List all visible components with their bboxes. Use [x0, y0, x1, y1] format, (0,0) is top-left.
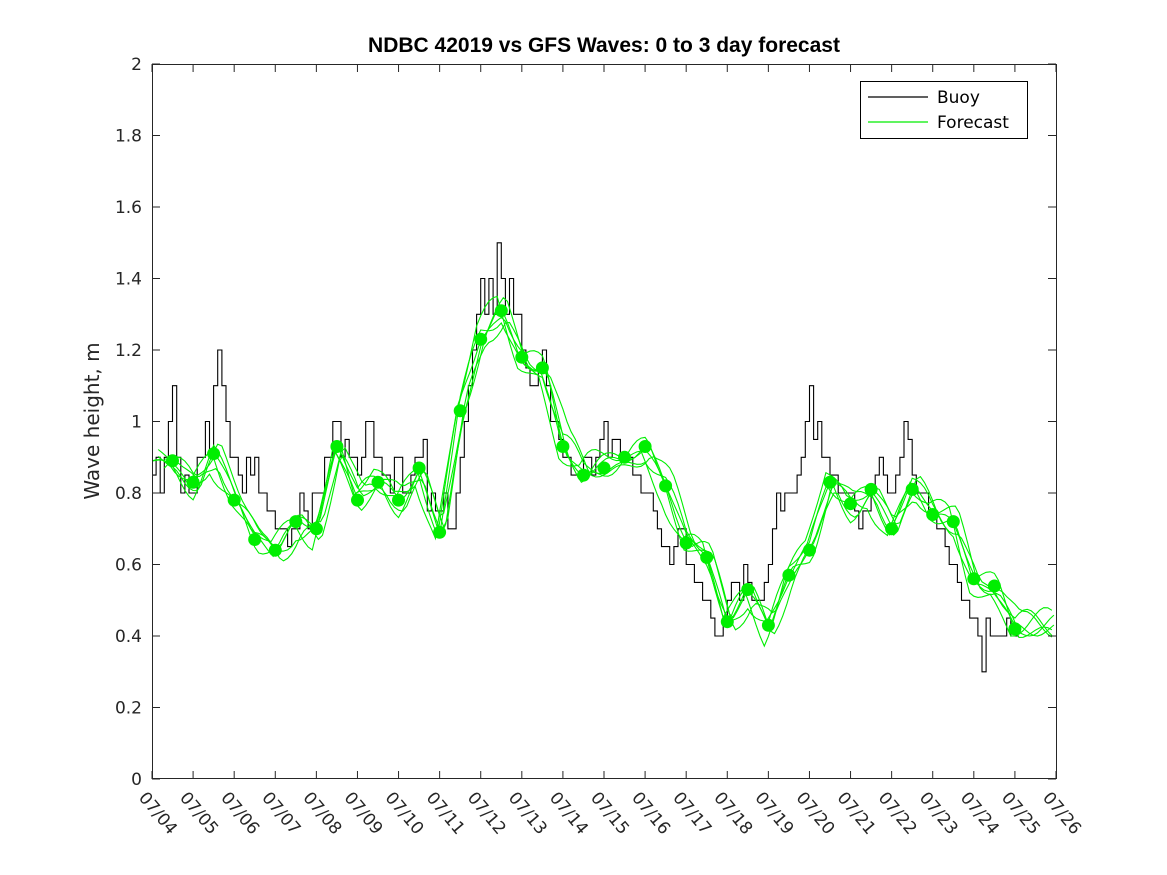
forecast-dot — [618, 450, 631, 464]
forecast-dot — [844, 497, 857, 511]
forecast-dot — [248, 533, 262, 546]
forecast-dot — [207, 447, 221, 461]
forecast-dot — [371, 475, 385, 489]
forecast-dot — [946, 515, 960, 529]
forecast-dot — [227, 493, 241, 507]
y-tick-label: 0.8 — [115, 484, 142, 504]
y-tick-label: 0.4 — [115, 627, 142, 647]
y-tick-label: 0.2 — [115, 699, 142, 719]
y-tick-label: 0.6 — [115, 556, 142, 576]
forecast-dot — [412, 461, 426, 475]
forecast-dot — [803, 543, 816, 557]
forecast-dot — [864, 482, 878, 496]
forecast-dot — [453, 404, 467, 418]
forecast-dot — [905, 482, 919, 496]
y-tick-label: 1.8 — [115, 127, 142, 147]
forecast-dot — [987, 579, 1001, 593]
forecast-dot — [577, 468, 590, 482]
forecast-dot — [494, 304, 508, 318]
forecast-dot — [885, 522, 899, 536]
y-tick-label: 0 — [131, 770, 142, 790]
forecast-dot — [330, 440, 344, 453]
forecast-dot — [556, 440, 570, 453]
y-tick-label: 1.4 — [115, 270, 142, 290]
buoy-series-line — [152, 242, 1019, 673]
forecast-run-line — [164, 295, 1053, 648]
forecast-dot — [268, 543, 282, 557]
forecast-dot — [309, 522, 323, 536]
forecast-dot — [392, 493, 405, 507]
y-tick-label: 1.6 — [115, 198, 142, 218]
forecast-run-line — [157, 296, 1055, 637]
forecast-dot — [638, 440, 652, 453]
forecast-dot — [823, 475, 837, 489]
forecast-dot — [659, 479, 673, 493]
y-tick-label: 1 — [131, 413, 142, 433]
forecast-dot — [289, 515, 303, 529]
forecast-dot — [351, 493, 364, 507]
forecast-dot — [186, 475, 200, 489]
forecast-dot — [1008, 622, 1022, 636]
plot-area — [151, 242, 1055, 673]
legend-box — [860, 81, 1028, 139]
legend: Buoy Forecast — [860, 81, 1028, 139]
forecast-dot — [166, 454, 179, 468]
forecast-dot — [535, 361, 549, 375]
y-axis-label: Wave height, m — [80, 342, 104, 499]
forecast-dot — [433, 525, 447, 539]
chart-title: NDBC 42019 vs GFS Waves: 0 to 3 day fore… — [368, 34, 840, 57]
forecast-dot — [597, 461, 611, 475]
forecast-dot — [679, 536, 693, 550]
forecast-dot — [700, 550, 714, 564]
forecast-dot — [761, 618, 775, 632]
forecast-dot — [741, 583, 755, 596]
y-tick-label: 1.2 — [115, 341, 142, 361]
forecast-dot — [515, 350, 529, 364]
forecast-dot — [782, 568, 796, 582]
forecast-dot — [720, 615, 734, 629]
forecast-dot — [967, 572, 981, 586]
forecast-dot — [474, 332, 488, 346]
y-tick-label: 2 — [131, 55, 142, 75]
legend-forecast-label: Forecast — [937, 113, 1009, 133]
forecast-dot — [926, 508, 940, 521]
legend-buoy-label: Buoy — [937, 88, 980, 108]
